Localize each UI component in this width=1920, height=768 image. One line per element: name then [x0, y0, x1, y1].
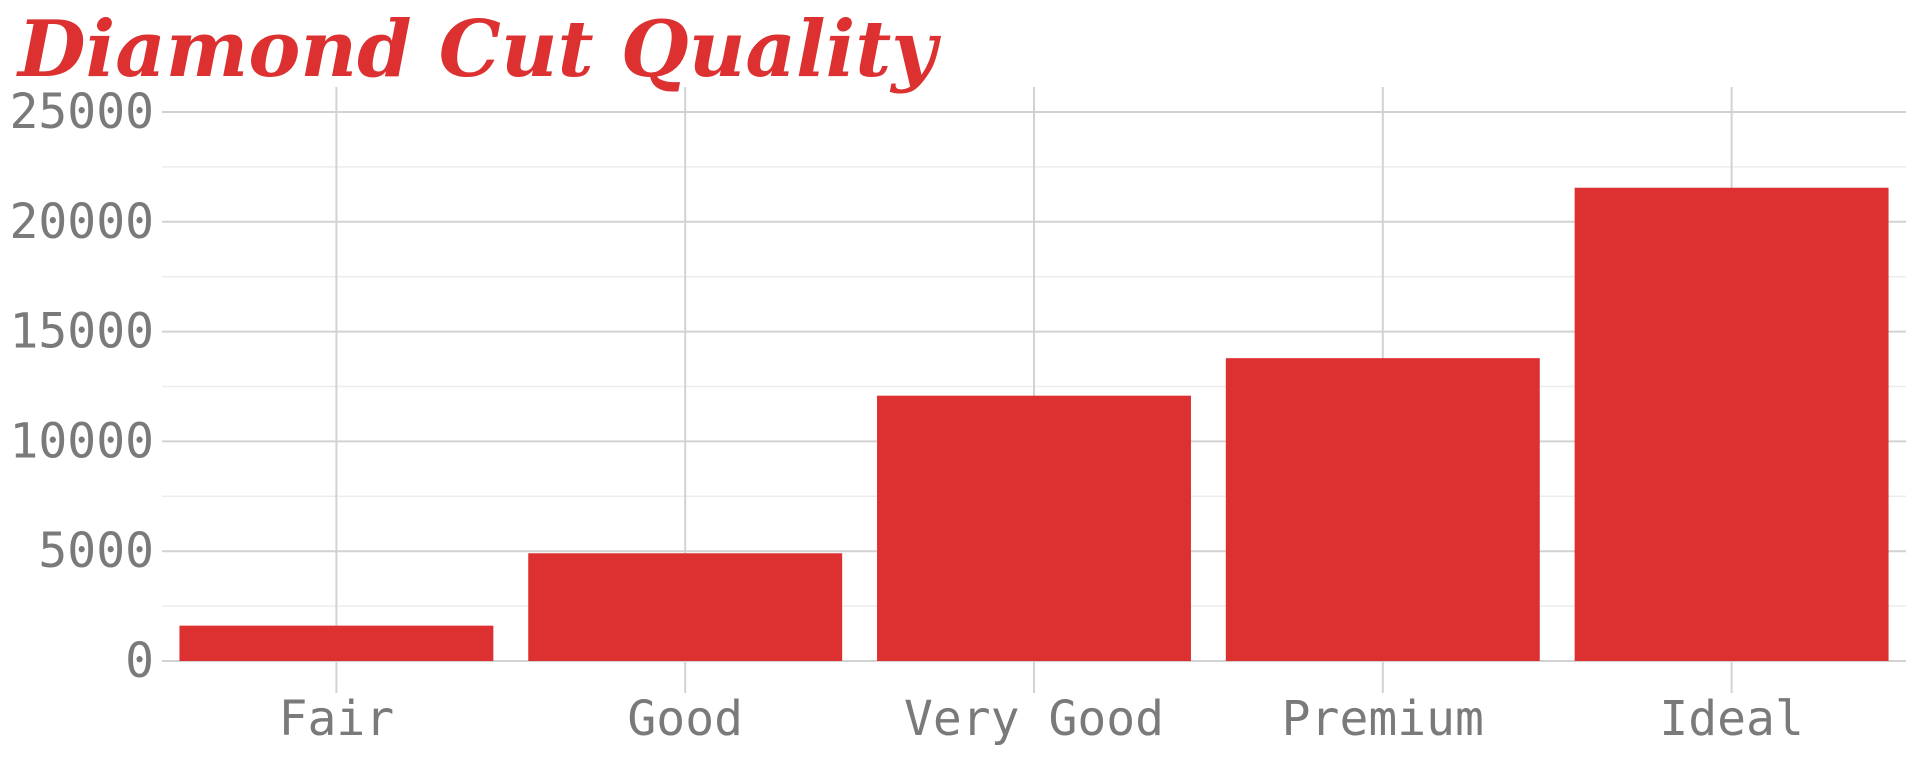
- y-tick-label: 15000: [10, 304, 155, 360]
- chart-title: Diamond Cut Quality: [18, 4, 937, 95]
- x-tick-label: Premium: [1282, 691, 1484, 747]
- y-tick-label: 5000: [38, 523, 154, 579]
- x-axis-tick-labels: Fair Good Very Good Premium Ideal: [279, 691, 1804, 747]
- y-tick-label: 0: [125, 633, 154, 689]
- bars: [179, 187, 1889, 661]
- y-tick-label: 10000: [10, 413, 155, 469]
- x-tick-label: Fair: [279, 691, 395, 747]
- bar-fair: [179, 625, 494, 661]
- bar-good: [528, 553, 843, 661]
- y-axis-tick-labels: 0 5000 10000 15000 20000 25000: [10, 84, 155, 689]
- bar-very-good: [877, 395, 1191, 661]
- bar-ideal: [1574, 187, 1889, 661]
- x-tick-label: Very Good: [904, 691, 1164, 747]
- y-tick-label: 20000: [10, 194, 155, 250]
- x-tick-label: Good: [627, 691, 743, 747]
- bar-premium: [1225, 358, 1540, 661]
- x-tick-label: Ideal: [1659, 691, 1804, 747]
- y-tick-label: 25000: [10, 84, 155, 140]
